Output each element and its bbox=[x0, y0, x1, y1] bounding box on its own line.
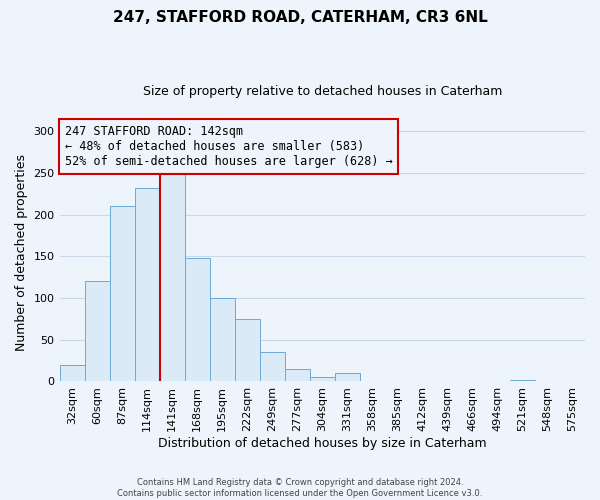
Text: Contains HM Land Registry data © Crown copyright and database right 2024.
Contai: Contains HM Land Registry data © Crown c… bbox=[118, 478, 482, 498]
Bar bbox=[160, 173, 185, 382]
Bar bbox=[134, 188, 160, 382]
Bar bbox=[59, 365, 85, 382]
Text: 247, STAFFORD ROAD, CATERHAM, CR3 6NL: 247, STAFFORD ROAD, CATERHAM, CR3 6NL bbox=[113, 10, 487, 25]
Bar bbox=[335, 373, 360, 382]
Bar bbox=[209, 298, 235, 382]
Bar bbox=[310, 378, 335, 382]
Y-axis label: Number of detached properties: Number of detached properties bbox=[15, 154, 28, 350]
Text: 247 STAFFORD ROAD: 142sqm
← 48% of detached houses are smaller (583)
52% of semi: 247 STAFFORD ROAD: 142sqm ← 48% of detac… bbox=[65, 126, 392, 168]
Bar bbox=[85, 282, 110, 382]
Title: Size of property relative to detached houses in Caterham: Size of property relative to detached ho… bbox=[143, 85, 502, 98]
Bar bbox=[185, 258, 209, 382]
Bar bbox=[260, 352, 285, 382]
Bar bbox=[110, 206, 134, 382]
X-axis label: Distribution of detached houses by size in Caterham: Distribution of detached houses by size … bbox=[158, 437, 487, 450]
Bar bbox=[235, 319, 260, 382]
Bar bbox=[560, 380, 585, 382]
Bar bbox=[285, 369, 310, 382]
Bar bbox=[510, 380, 535, 382]
